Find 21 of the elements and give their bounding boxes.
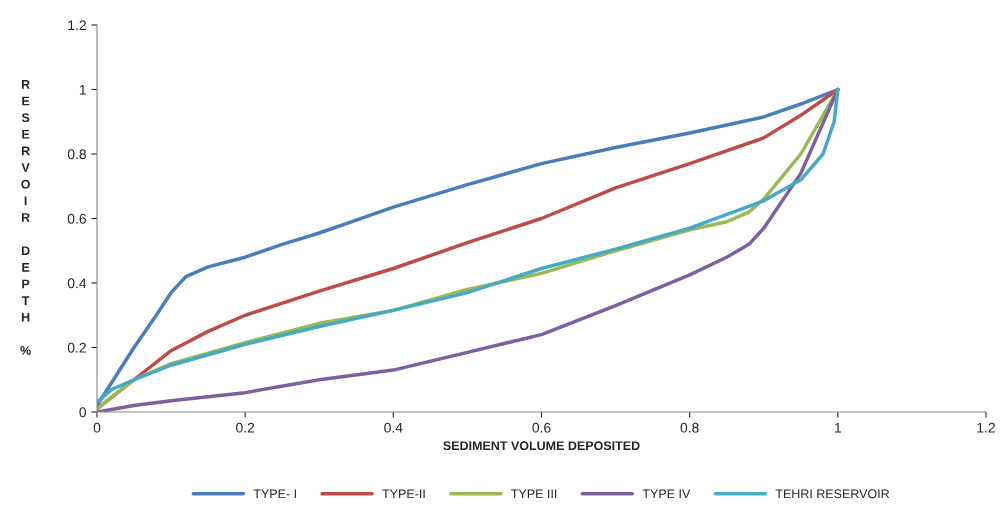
legend-label: TYPE IV — [642, 489, 691, 499]
x-axis-title: SEDIMENT VOLUME DEPOSITED — [443, 441, 640, 451]
y-tick-label: 1 — [79, 84, 86, 95]
legend-label: TYPE-II — [382, 489, 425, 499]
x-tick-label: 1 — [835, 422, 842, 433]
y-tick-label: 0.4 — [67, 278, 87, 289]
legend-label: TYPE III — [511, 489, 557, 499]
y-tick-label: 0.8 — [67, 149, 86, 160]
text: RESERVOIR DEPTH % — [20, 80, 31, 355]
x-tick-label: 0 — [93, 422, 101, 433]
legend-label: TYPE- I — [253, 489, 296, 499]
x-tick-label: 1.2 — [977, 422, 995, 433]
x-tick-label: 0.8 — [680, 422, 699, 433]
y-tick-label: 0.2 — [67, 342, 86, 353]
y-tick-label: 1.2 — [68, 20, 86, 31]
y-tick-label: 0 — [79, 407, 87, 418]
x-tick-label: 0.6 — [532, 422, 551, 433]
x-tick-label: 0.4 — [384, 422, 403, 433]
y-tick-label: 0.6 — [67, 213, 86, 224]
x-tick-label: 0.2 — [236, 422, 255, 433]
legend-label: TEHRI RESERVOIR — [775, 489, 890, 499]
